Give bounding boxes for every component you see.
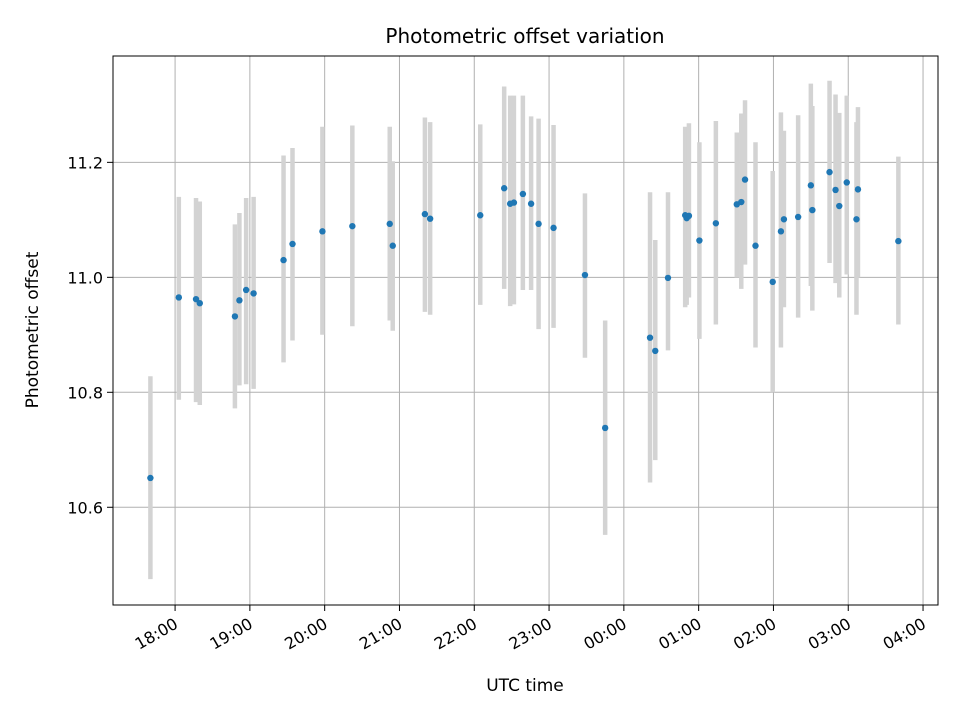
data-point: [652, 347, 659, 355]
data-point: [741, 176, 749, 183]
data-point: [826, 168, 833, 176]
data-point: [280, 256, 287, 264]
data-point: [147, 474, 154, 482]
data-point: [231, 313, 239, 320]
data-point: [738, 198, 745, 206]
data-point: [853, 216, 860, 223]
data-point: [832, 186, 839, 194]
data-point: [646, 334, 654, 341]
data-point: [289, 240, 296, 248]
data-point: [389, 242, 396, 249]
data-point: [242, 286, 250, 294]
chart-title: Photometric offset variation: [385, 24, 664, 48]
data-point: [196, 299, 203, 307]
data-point: [794, 213, 802, 221]
data-point: [685, 212, 693, 220]
y-axis: 10.6 10.8 11.0 11.2: [67, 153, 113, 517]
data-point: [500, 185, 508, 192]
data-point: [192, 295, 200, 303]
y-tick-label: 10.8: [67, 383, 103, 402]
data-point: [386, 220, 393, 228]
data-point: [601, 424, 609, 432]
data-point: [769, 278, 776, 286]
grid: [113, 56, 938, 605]
data-point: [349, 222, 356, 230]
data-point: [581, 271, 589, 279]
y-tick-label: 11.0: [67, 268, 103, 287]
data-point: [664, 274, 672, 282]
data-point: [510, 199, 518, 206]
data-point: [780, 216, 788, 223]
data-point: [319, 228, 326, 235]
data-point: [807, 182, 815, 189]
data-point: [809, 206, 816, 214]
y-tick-label: 10.6: [67, 498, 103, 517]
data-point: [535, 220, 542, 228]
data-point: [175, 294, 183, 301]
data-point: [477, 212, 484, 219]
data-point: [752, 242, 759, 249]
y-axis-title: Photometric offset: [23, 251, 43, 408]
data-point: [895, 237, 902, 245]
data-point: [527, 200, 535, 207]
data-point: [696, 237, 703, 244]
data-point: [854, 186, 862, 193]
data-point: [843, 179, 850, 186]
data-point: [426, 215, 434, 222]
data-point: [550, 224, 557, 232]
y-tick-label: 11.2: [67, 153, 103, 172]
data-point: [712, 220, 720, 227]
data-point: [236, 297, 243, 304]
data-point: [519, 190, 527, 198]
data-point: [836, 202, 843, 210]
data-point: [777, 228, 785, 235]
plot-frame: [112, 55, 939, 606]
data-point: [421, 210, 429, 218]
x-axis-title: UTC time: [486, 676, 564, 696]
data-point: [250, 290, 257, 297]
data-points: [147, 168, 902, 482]
